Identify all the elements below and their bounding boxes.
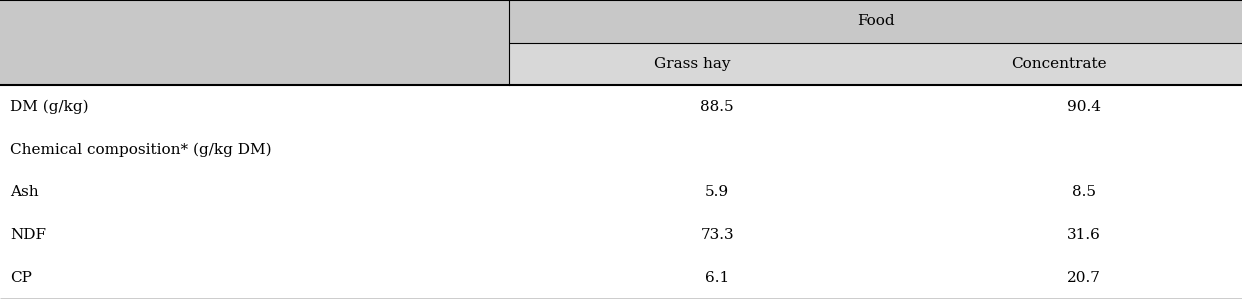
Text: 5.9: 5.9 bbox=[705, 185, 729, 199]
Text: Grass hay: Grass hay bbox=[655, 57, 730, 71]
Bar bbox=[509, 0, 1242, 43]
Bar bbox=[0, 0, 509, 43]
Text: CP: CP bbox=[10, 271, 32, 285]
Text: 8.5: 8.5 bbox=[1072, 185, 1095, 199]
Bar bbox=[509, 43, 1242, 86]
Text: Food: Food bbox=[857, 14, 894, 28]
Text: Chemical composition* (g/kg DM): Chemical composition* (g/kg DM) bbox=[10, 142, 272, 157]
Text: 20.7: 20.7 bbox=[1067, 271, 1100, 285]
Text: DM (g/kg): DM (g/kg) bbox=[10, 100, 88, 114]
Text: Ash: Ash bbox=[10, 185, 39, 199]
Text: 90.4: 90.4 bbox=[1067, 100, 1100, 114]
Text: 6.1: 6.1 bbox=[705, 271, 729, 285]
Text: 73.3: 73.3 bbox=[700, 228, 734, 242]
Text: Concentrate: Concentrate bbox=[1011, 57, 1107, 71]
Text: 31.6: 31.6 bbox=[1067, 228, 1100, 242]
Bar bbox=[0, 43, 509, 86]
Text: 88.5: 88.5 bbox=[700, 100, 734, 114]
Text: NDF: NDF bbox=[10, 228, 46, 242]
